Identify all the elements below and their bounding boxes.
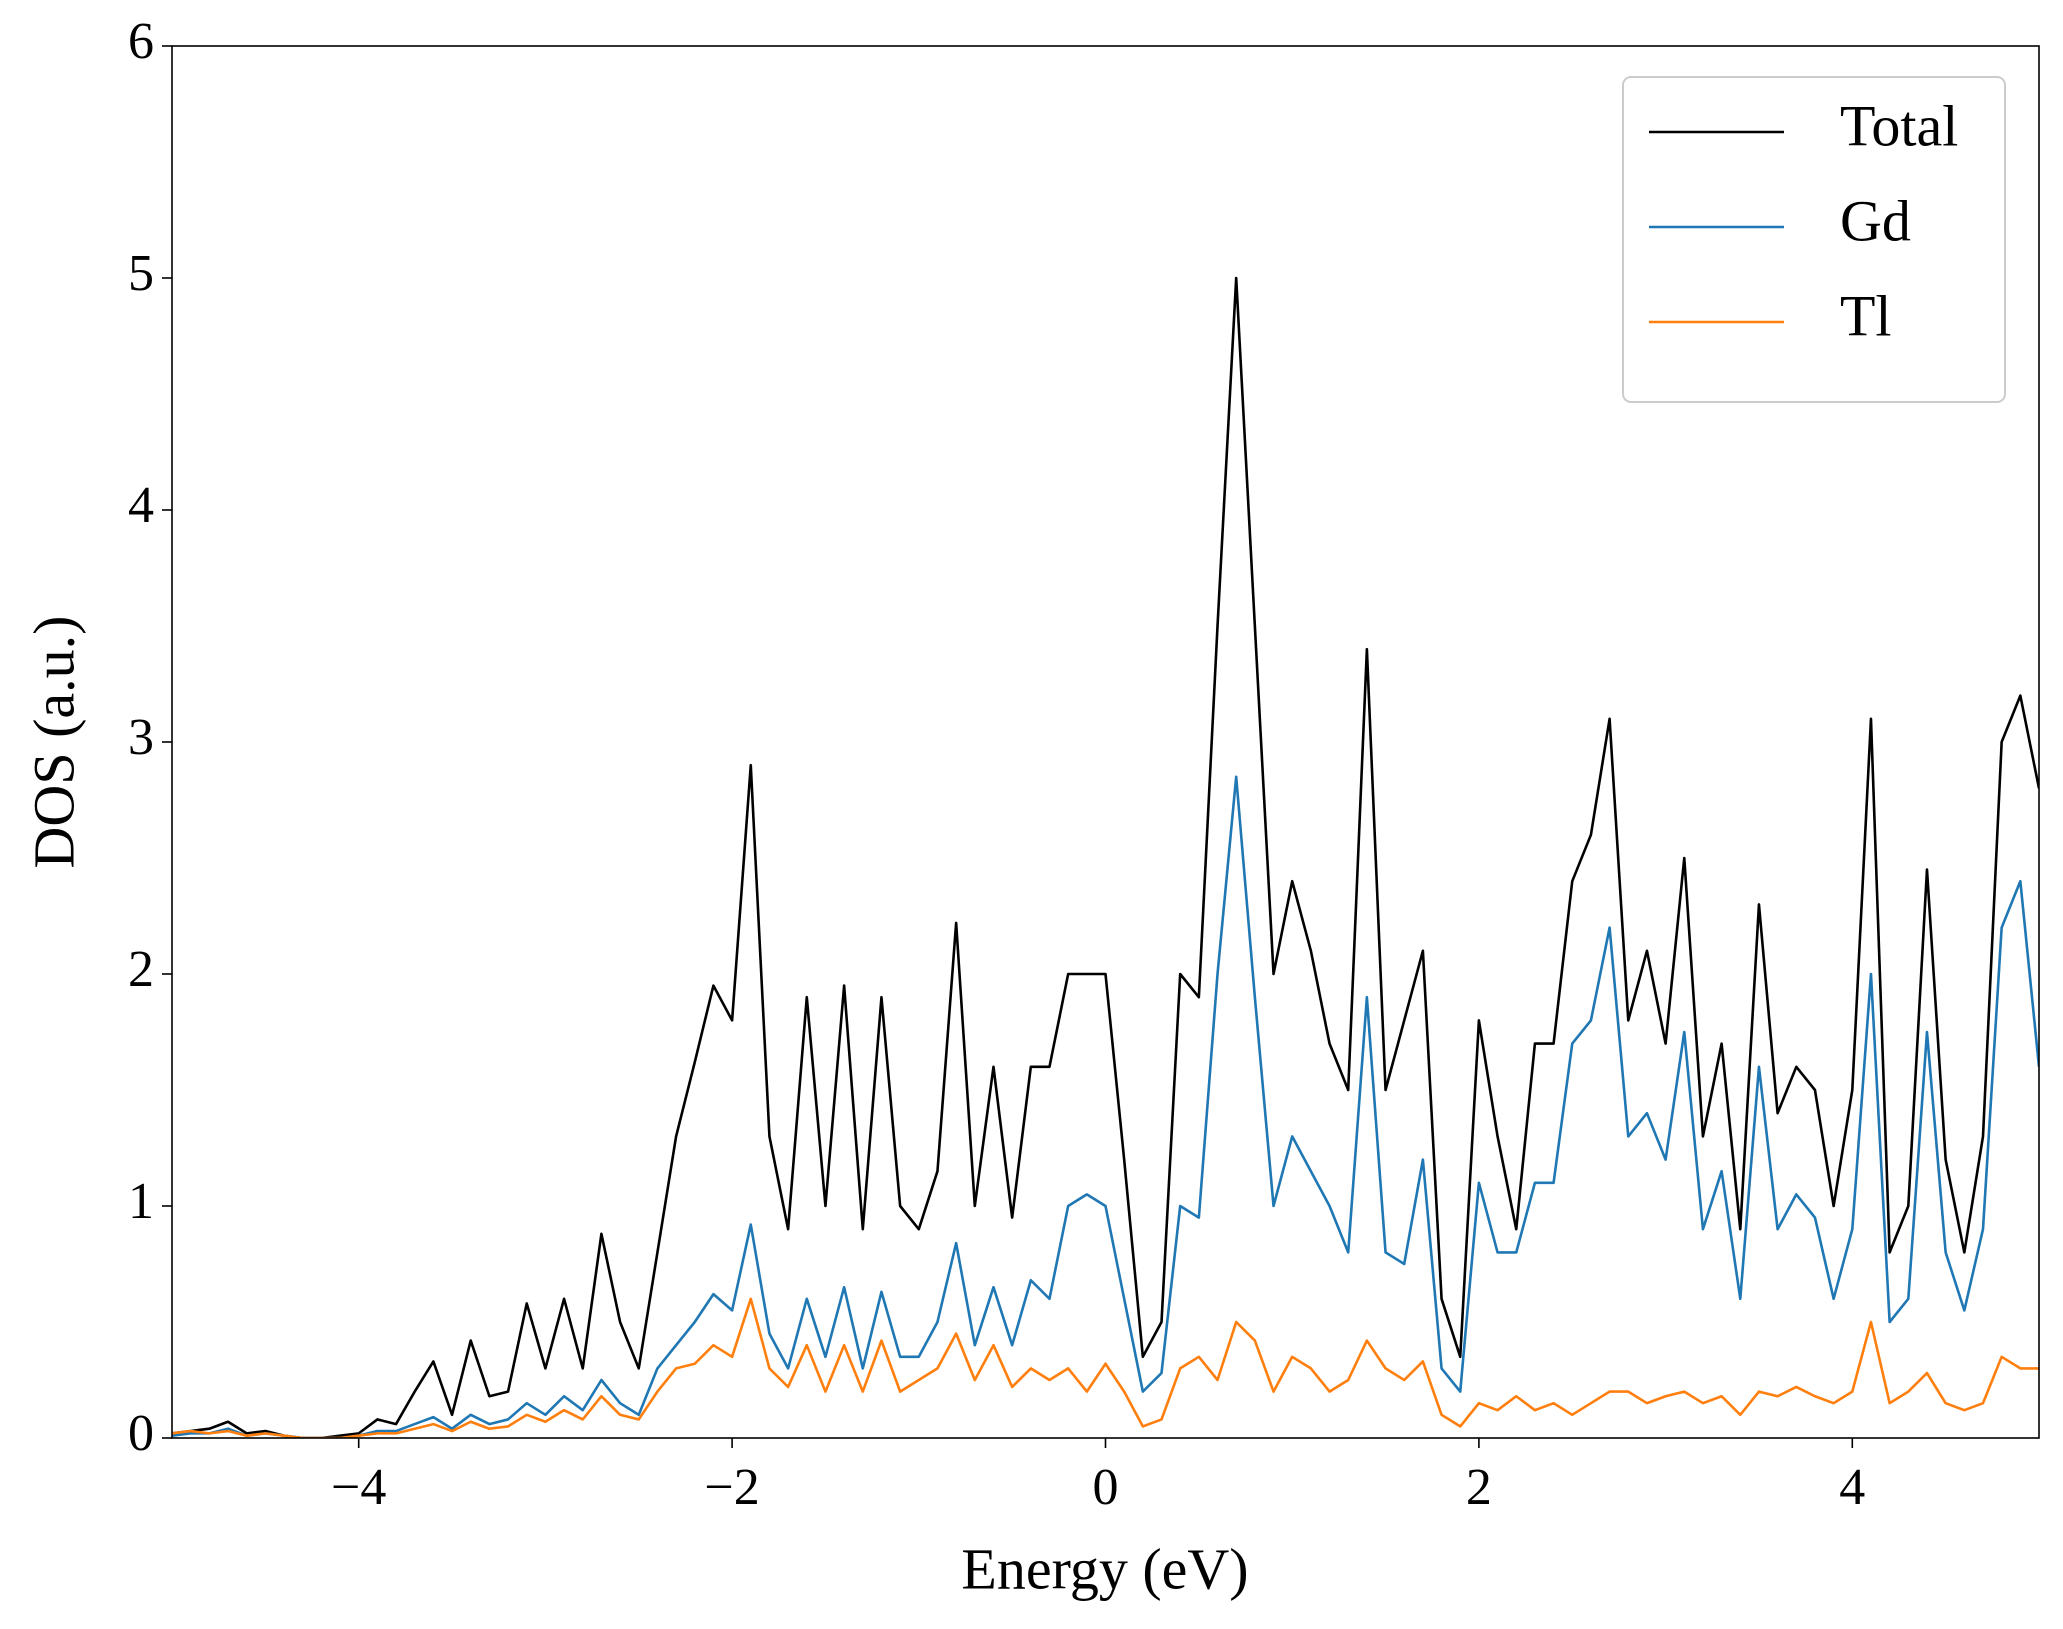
legend-label: Gd xyxy=(1840,188,1911,253)
series-line xyxy=(172,276,2039,1438)
series-line xyxy=(172,775,2039,1438)
y-tick-label: 0 xyxy=(128,1405,154,1462)
x-tick-label: 2 xyxy=(1466,1459,1492,1516)
x-axis-label: Energy (eV) xyxy=(961,1536,1248,1601)
y-tick-label: 6 xyxy=(128,13,154,70)
series-line xyxy=(172,1297,2039,1438)
y-tick-label: 4 xyxy=(128,477,154,534)
legend-label: Total xyxy=(1840,93,1958,158)
x-tick-label: 0 xyxy=(1093,1459,1119,1516)
x-tick-label: −2 xyxy=(704,1459,759,1516)
axes-frame xyxy=(171,45,2040,1439)
plot-area xyxy=(172,276,2039,1438)
x-tick-label: −4 xyxy=(331,1459,386,1516)
y-tick-label: 5 xyxy=(128,245,154,302)
legend-label: Tl xyxy=(1840,283,1892,348)
x-tick-label: 4 xyxy=(1839,1459,1865,1516)
y-tick-label: 2 xyxy=(128,941,154,998)
y-tick-label: 3 xyxy=(128,709,154,766)
y-tick-label: 1 xyxy=(128,1173,154,1230)
y-axis-label: DOS (a.u.) xyxy=(21,616,86,869)
